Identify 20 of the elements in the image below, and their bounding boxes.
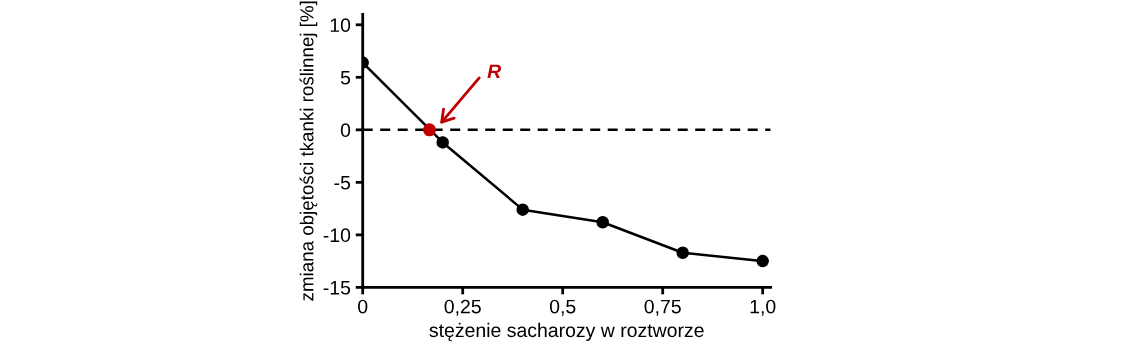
- x-tick-label: 0: [358, 299, 368, 314]
- x-tick-label: 0,75: [644, 299, 681, 316]
- annotation: R: [487, 64, 502, 79]
- x-tick-label: 0,25: [444, 299, 481, 316]
- x-tick-label: 0,5: [549, 299, 576, 316]
- x-tick-label: 1,0: [750, 299, 776, 316]
- x-axis-title: stężenie sacharozy w roztworze: [429, 322, 704, 342]
- point: [436, 136, 449, 149]
- y-tick-label: -10: [323, 228, 351, 243]
- point: [516, 203, 529, 216]
- point: [756, 254, 769, 268]
- y-axis-title: zmiana objętości tkanki roślinnej [%]: [299, 1, 318, 301]
- y-tick-label: 0: [340, 123, 351, 138]
- y-tick-label: -5: [334, 176, 351, 190]
- y-tick-label: 10: [330, 18, 351, 33]
- point: [596, 216, 609, 229]
- point: [676, 246, 689, 259]
- y-tick-label: 5: [340, 70, 351, 85]
- y-tick-label: -15: [323, 281, 351, 295]
- point: [423, 123, 437, 137]
